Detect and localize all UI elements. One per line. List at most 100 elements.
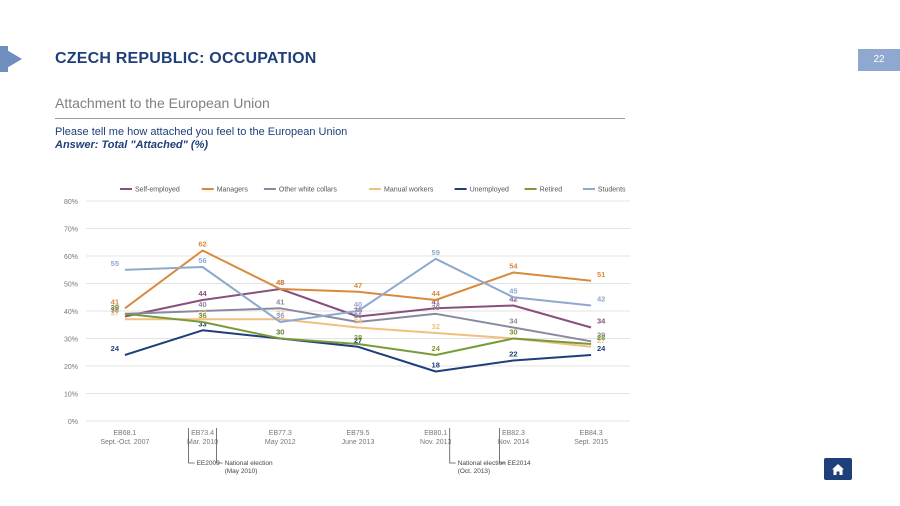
data-label: 27 xyxy=(354,336,362,345)
data-label: 24 xyxy=(432,344,441,353)
event-marker-label: EE2009 xyxy=(197,460,221,467)
event-marker-bracket xyxy=(449,428,456,464)
data-label: 48 xyxy=(276,278,284,287)
data-label: 36 xyxy=(198,311,206,320)
legend-label: Self-employed xyxy=(135,187,180,194)
divider xyxy=(55,118,625,119)
x-tick-label: Nov. 2014 xyxy=(498,439,529,446)
data-label: 37 xyxy=(276,308,284,317)
event-marker-bracket xyxy=(499,428,506,464)
x-tick-label: Sept.-Oct. 2007 xyxy=(100,439,149,446)
y-tick-label: 40% xyxy=(64,309,78,316)
question-text: Please tell me how attached you feel to … xyxy=(55,126,348,138)
data-label: 41 xyxy=(111,297,119,306)
home-icon xyxy=(832,463,844,475)
subtitle: Attachment to the European Union xyxy=(55,95,270,111)
y-tick-label: 50% xyxy=(64,282,78,289)
data-label: 36 xyxy=(276,311,284,320)
y-tick-label: 80% xyxy=(64,199,78,206)
data-label: 62 xyxy=(198,240,206,249)
answer-text: Answer: Total "Attached" (%) xyxy=(55,139,209,151)
data-label: 54 xyxy=(509,262,518,271)
x-tick-label: May 2012 xyxy=(265,439,296,446)
x-tick-label: Mar. 2010 xyxy=(187,439,218,446)
data-label: 51 xyxy=(597,270,605,279)
data-label: 29 xyxy=(597,330,605,339)
x-tick-label: EB84.3 xyxy=(580,430,603,437)
data-label: 55 xyxy=(111,259,119,268)
series-line xyxy=(124,329,592,373)
event-marker-label: (Oct. 2013) xyxy=(458,468,491,475)
x-tick-label: Nov. 2013 xyxy=(420,439,451,446)
data-label: 24 xyxy=(111,344,120,353)
data-label: 30 xyxy=(509,328,517,337)
legend-label: Retired xyxy=(540,187,563,194)
page-number-badge: 22 xyxy=(858,49,900,71)
data-label: 41 xyxy=(432,297,440,306)
data-label: 40 xyxy=(354,300,362,309)
data-label: 41 xyxy=(276,297,284,306)
section-tab-arrow xyxy=(0,46,22,72)
data-label: 39 xyxy=(111,303,119,312)
x-tick-label: EB73.4 xyxy=(191,430,214,437)
x-tick-label: EB82.3 xyxy=(502,430,525,437)
data-label: 28 xyxy=(354,333,362,342)
legend-label: Other white collars xyxy=(279,187,337,194)
event-marker-label: (May 2010) xyxy=(225,468,258,475)
data-label: 34 xyxy=(509,317,518,326)
event-marker-label: National election xyxy=(225,460,273,467)
data-label: 42 xyxy=(597,295,605,304)
x-tick-label: EB79.5 xyxy=(347,430,370,437)
y-tick-label: 10% xyxy=(64,392,78,399)
y-tick-label: 0% xyxy=(68,419,78,426)
data-label: 37 xyxy=(198,308,206,317)
series-line xyxy=(124,249,592,310)
data-label: 30 xyxy=(276,328,284,337)
data-label: 30 xyxy=(276,328,284,337)
home-button[interactable] xyxy=(824,458,852,480)
data-label: 39 xyxy=(111,303,119,312)
data-label: 48 xyxy=(276,278,284,287)
data-label: 44 xyxy=(432,289,441,298)
data-label: 39 xyxy=(432,303,440,312)
y-tick-label: 60% xyxy=(64,254,78,261)
data-label: 36 xyxy=(354,311,362,320)
data-label: 47 xyxy=(354,281,362,290)
data-label: 38 xyxy=(111,306,119,315)
data-label: 18 xyxy=(432,361,440,370)
data-label: 32 xyxy=(432,322,440,331)
data-label: 42 xyxy=(509,295,517,304)
data-label: 34 xyxy=(354,317,363,326)
data-label: 24 xyxy=(597,344,606,353)
data-label: 30 xyxy=(509,328,517,337)
data-label: 34 xyxy=(597,317,606,326)
x-tick-label: June 2013 xyxy=(342,439,375,446)
data-label: 28 xyxy=(597,333,605,342)
x-tick-label: EB80.1 xyxy=(424,430,447,437)
data-label: 22 xyxy=(509,350,517,359)
data-label: 33 xyxy=(198,319,206,328)
x-tick-label: Sept. 2015 xyxy=(574,439,608,446)
legend-label: Managers xyxy=(217,187,249,194)
legend-label: Unemployed xyxy=(470,187,509,194)
y-tick-label: 70% xyxy=(64,227,78,234)
event-marker-label: National election xyxy=(458,460,506,467)
data-label: 59 xyxy=(432,248,440,257)
event-marker-bracket xyxy=(188,428,195,464)
event-marker-bracket xyxy=(216,428,223,464)
data-label: 27 xyxy=(597,336,605,345)
x-tick-label: EB77.3 xyxy=(269,430,292,437)
y-tick-label: 20% xyxy=(64,364,78,371)
event-marker-label: EE2014 xyxy=(507,460,531,467)
legend-label: Manual workers xyxy=(384,187,434,194)
data-label: 40 xyxy=(198,300,206,309)
legend-label: Students xyxy=(598,187,626,194)
data-label: 37 xyxy=(111,308,119,317)
data-label: 45 xyxy=(509,286,517,295)
y-tick-label: 30% xyxy=(64,337,78,344)
x-tick-label: EB68.1 xyxy=(113,430,136,437)
page-title: CZECH REPUBLIC: OCCUPATION xyxy=(55,50,317,67)
data-label: 44 xyxy=(198,289,207,298)
data-label: 56 xyxy=(198,256,206,265)
